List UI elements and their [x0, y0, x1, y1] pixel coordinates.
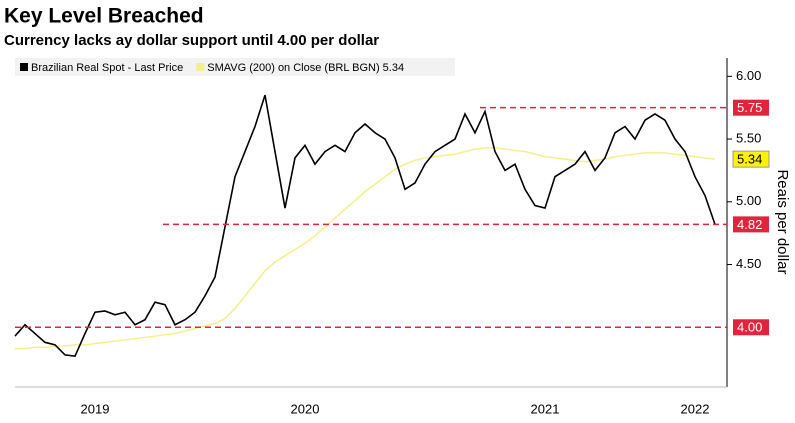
y-tick-label: 6.00 — [736, 68, 761, 83]
reference-label: 5.75 — [737, 100, 762, 115]
chart-title: Key Level Breached — [4, 5, 204, 28]
reference-label-box — [733, 99, 769, 116]
y-tick-label: 5.00 — [736, 193, 761, 208]
y-tick-label: 5.50 — [736, 130, 761, 145]
legend-swatch — [196, 63, 205, 71]
last-value-label: 5.34 — [737, 152, 762, 167]
reference-label-box — [733, 319, 769, 336]
x-tick-label: 2021 — [531, 401, 560, 416]
legend-label: Brazilian Real Spot - Last Price — [31, 62, 183, 74]
reference-label: 4.00 — [737, 320, 762, 335]
reference-label: 4.82 — [737, 217, 762, 232]
reference-label-box — [733, 216, 769, 233]
x-tick-label: 2022 — [681, 401, 710, 416]
x-tick-label: 2020 — [291, 401, 320, 416]
legend-box — [15, 58, 455, 76]
series-line — [14, 94, 716, 358]
y-axis-label: Reais per dollar — [774, 169, 791, 274]
y-tick-label: 4.50 — [736, 256, 761, 271]
x-tick-label: 2019 — [81, 401, 110, 416]
series-line — [15, 147, 716, 350]
legend-label: SMAVG (200) on Close (BRL BGN) 5.34 — [207, 62, 404, 74]
last-value-box — [732, 150, 770, 168]
chart-subtitle: Currency lacks ay dollar support until 4… — [4, 32, 379, 49]
legend-swatch — [20, 63, 28, 71]
